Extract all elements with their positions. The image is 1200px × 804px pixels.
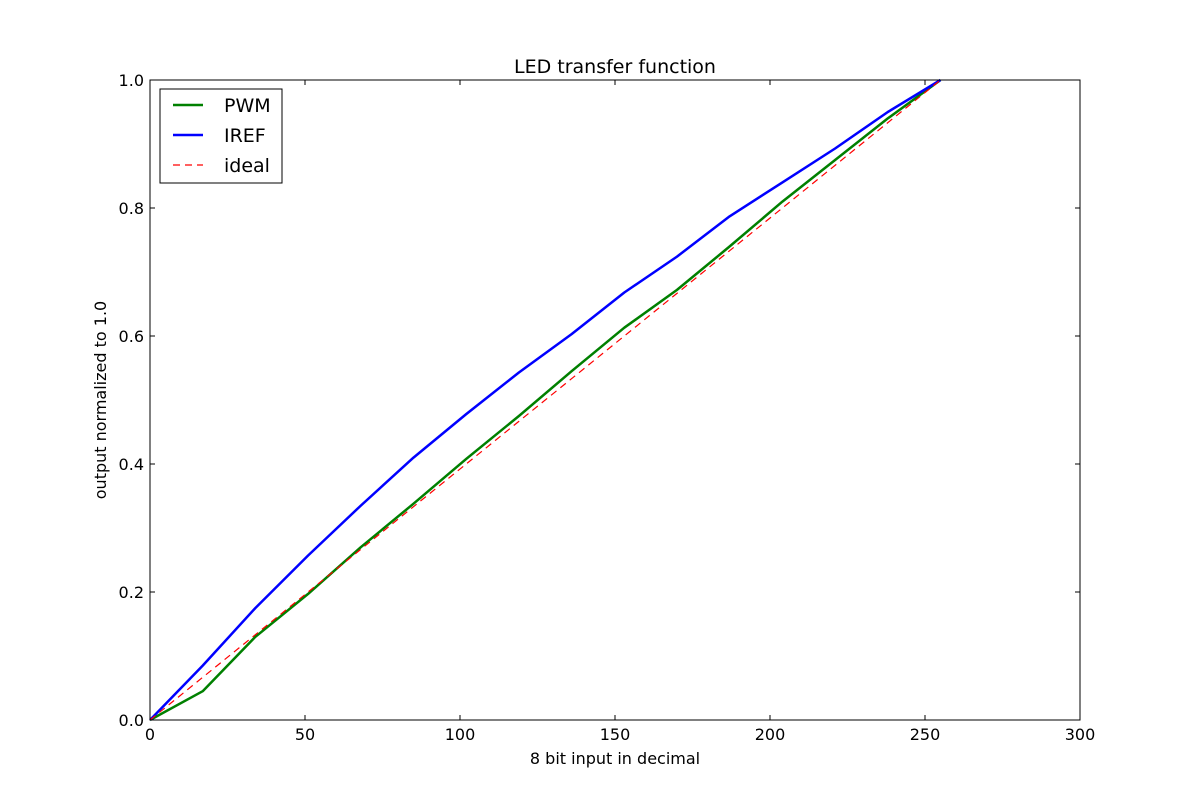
legend-label-iref: IREF: [224, 125, 266, 147]
legend-label-pwm: PWM: [224, 95, 271, 117]
series-line-ideal: [149, 79, 941, 721]
x-axis-title: 8 bit input in decimal: [530, 749, 700, 768]
y-tick-label: 0.4: [119, 455, 144, 474]
y-tick-label: 0.2: [119, 583, 144, 602]
legend-items: PWM IREF ideal: [173, 95, 271, 177]
x-tick-label: 150: [600, 725, 631, 744]
ticks-layer: 0 50 100 150 200 250 300 0.0 0.2 0.4 0.6 0.8 1.0: [119, 71, 1096, 744]
y-tick-label: 0.6: [119, 327, 144, 346]
series-line-iref: [149, 78, 942, 721]
x-tick-label: 50: [295, 725, 315, 744]
x-tick-label: 0: [145, 725, 155, 744]
x-tick-label: 300: [1065, 725, 1096, 744]
chart-title: LED transfer function: [514, 56, 716, 78]
series-layer: [149, 78, 942, 722]
y-tick-label: 0.8: [119, 199, 144, 218]
x-tick-label: 200: [755, 725, 786, 744]
legend: PWM IREF ideal: [159, 88, 283, 184]
y-tick-label: 1.0: [119, 71, 144, 90]
x-tick-label: 250: [910, 725, 941, 744]
y-tick-label: 0.0: [119, 711, 144, 730]
y-axis-title: output normalized to 1.0: [91, 301, 110, 499]
x-tick-label: 100: [445, 725, 476, 744]
series-line-pwm: [149, 78, 942, 722]
legend-label-ideal: ideal: [224, 155, 270, 177]
